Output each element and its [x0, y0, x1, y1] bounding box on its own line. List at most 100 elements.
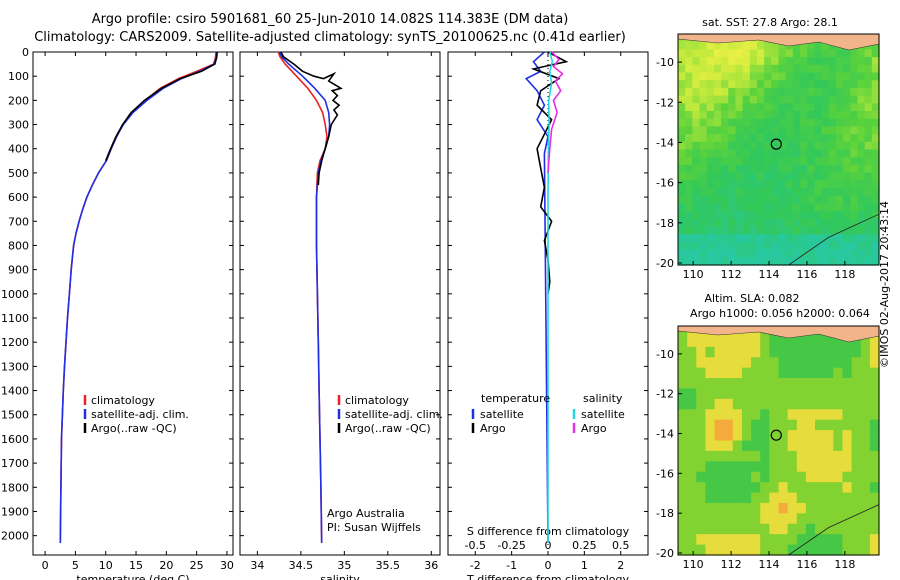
sst-map-cell — [871, 218, 880, 228]
sst-map-cell — [807, 164, 815, 174]
sst-map-cell — [699, 57, 708, 66]
sla-map-cell — [751, 378, 761, 390]
sst-map-cell — [828, 57, 837, 66]
sst-map-cell — [678, 234, 686, 243]
sla-map-cell — [869, 378, 880, 390]
sla-map-cell — [833, 409, 844, 421]
sst-map-cell — [778, 80, 787, 89]
difference-legend-header-temperature: temperature — [481, 392, 550, 405]
sla-map-cell — [760, 430, 770, 442]
sla-map-cell — [815, 492, 825, 504]
sst-map-cell — [678, 226, 686, 235]
sst-map-cell — [814, 149, 823, 158]
sla-map-cell — [805, 492, 816, 504]
sst-map-cell — [699, 118, 708, 127]
sla-map-cell — [769, 346, 780, 358]
sst-map-cell — [871, 49, 880, 58]
sla-map-cell — [705, 534, 716, 546]
sst-map-cell — [792, 64, 801, 74]
sla-map-cell — [678, 450, 688, 462]
sla-map-cell — [678, 482, 688, 494]
sst-map-cell — [721, 234, 729, 243]
sla-map-cell — [687, 523, 697, 535]
sst-map-cell — [828, 80, 837, 89]
sst-map-cell — [814, 126, 823, 135]
sst-map-cell — [792, 141, 801, 151]
sst-map-cell — [771, 226, 780, 235]
sla-map-xtick-label: 114 — [759, 558, 780, 571]
sst-map-cell — [728, 41, 737, 50]
difference-panel-xlabel: T difference from climatology — [466, 573, 629, 580]
sla-map-cell — [769, 430, 780, 442]
sst-map-cell — [857, 211, 866, 220]
sst-map-cell — [749, 164, 758, 174]
sla-map-cell — [842, 440, 853, 452]
sla-map-cell — [678, 502, 688, 514]
sst-map-cell — [756, 126, 765, 135]
sst-map-cell — [721, 57, 729, 66]
sla-map-cell — [824, 544, 834, 556]
sla-map-cell — [687, 440, 697, 452]
difference-panel-t-tick-label: 0 — [545, 559, 552, 572]
sla-map-cell — [851, 378, 862, 390]
sla-map-cell — [842, 357, 853, 369]
sla-map-cell — [705, 544, 716, 556]
sst-map-cell — [728, 80, 737, 89]
sst-map-cell — [843, 211, 851, 220]
sla-map-cell — [860, 367, 871, 379]
sst-map-cell — [792, 234, 801, 243]
sst-map-cell — [721, 103, 729, 112]
sst-map-cell — [814, 226, 823, 235]
sla-map-cell — [714, 430, 725, 442]
sst-map-cell — [800, 49, 808, 58]
sst-map-cell — [692, 64, 701, 74]
sst-map-cell — [843, 118, 851, 127]
sla-map-cell — [696, 409, 707, 421]
sst-map-cell — [706, 95, 715, 104]
sst-map-cell — [835, 95, 844, 104]
sst-map-cell — [857, 188, 866, 197]
sst-map-cell — [807, 64, 815, 74]
sst-map-cell — [728, 203, 737, 212]
sst-map-cell — [850, 95, 859, 104]
sst-map-cell — [721, 49, 729, 58]
sst-map-cell — [735, 257, 744, 266]
sst-map-cell — [713, 41, 722, 50]
sst-map-cell — [807, 188, 815, 197]
sla-map-cell — [787, 471, 798, 483]
sla-map-cell — [696, 346, 707, 358]
sla-map-cell — [696, 388, 707, 400]
sst-map-cell — [728, 180, 737, 189]
sla-map-cell — [787, 461, 798, 473]
sla-map-cell — [805, 471, 816, 483]
sla-map-cell — [723, 357, 734, 369]
sla-map-cell — [860, 461, 871, 473]
sst-map-cell — [792, 49, 801, 58]
difference-panel-t-tick-label: -2 — [470, 559, 481, 572]
sst-map-cell — [857, 49, 866, 58]
sst-map-cell — [771, 118, 780, 127]
sst-map-cell — [864, 249, 873, 258]
sst-map-xtick-label: 116 — [796, 268, 817, 281]
sla-map-cell — [796, 513, 807, 525]
sst-map-cell — [857, 195, 866, 204]
sst-map-cell — [749, 103, 758, 112]
sla-map-cell — [787, 513, 798, 525]
sst-map-cell — [843, 149, 851, 158]
sst-map-cell — [678, 164, 686, 174]
sla-map-cell — [714, 419, 725, 431]
sla-map-cell — [778, 450, 789, 462]
sla-map-cell — [778, 461, 789, 473]
sla-map-cell — [705, 378, 716, 390]
sst-map-cell — [807, 118, 815, 127]
sla-map-cell — [787, 430, 798, 442]
sst-map-cell — [821, 180, 830, 189]
sst-map-cell — [807, 226, 815, 235]
sst-map-cell — [742, 257, 751, 266]
sst-map-cell — [706, 41, 715, 50]
sst-map-cell — [749, 118, 758, 127]
sla-map-cell — [760, 388, 770, 400]
sst-map-cell — [792, 241, 801, 251]
sst-map-cell — [807, 111, 815, 120]
sst-map-cell — [864, 111, 873, 120]
